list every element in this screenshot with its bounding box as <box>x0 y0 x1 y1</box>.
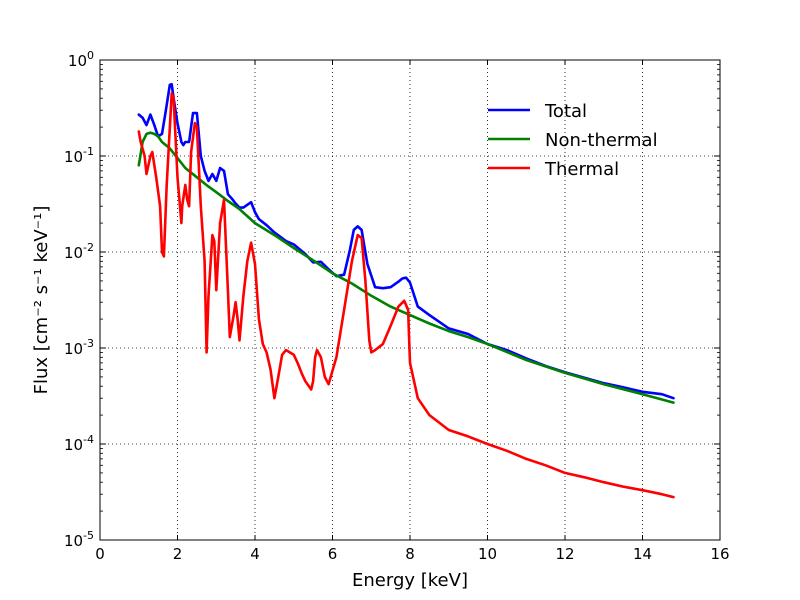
x-tick-label: 14 <box>633 545 652 563</box>
legend-label-non-thermal: Non-thermal <box>545 130 658 151</box>
x-tick-label: 16 <box>710 545 729 563</box>
x-tick-label: 4 <box>250 545 260 563</box>
series-line-thermal <box>137 92 675 499</box>
y-tick-label: 10-4 <box>64 433 94 454</box>
x-axis-title: Energy [keV] <box>352 570 468 591</box>
x-tick-label: 10 <box>478 545 497 563</box>
y-axis-title: Flux [cm⁻² s⁻¹ keV⁻¹] <box>31 206 52 395</box>
y-tick-label: 10-1 <box>64 145 94 166</box>
series-line-total <box>137 82 675 400</box>
x-tick-label: 8 <box>405 545 415 563</box>
series-group <box>137 82 675 499</box>
y-tick-label: 10-2 <box>64 241 94 262</box>
ticks <box>99 59 721 541</box>
grid <box>100 60 720 540</box>
y-tick-label: 10-5 <box>64 529 94 550</box>
x-tick-label: 0 <box>95 545 105 563</box>
x-tick-label: 12 <box>555 545 574 563</box>
x-tick-label: 2 <box>173 545 183 563</box>
legend-label-total: Total <box>544 101 587 122</box>
legend: Total Non-thermal Thermal <box>488 101 658 180</box>
y-tick-labels: 100 10-1 10-2 10-3 10-4 10-5 <box>64 49 94 550</box>
legend-label-thermal: Thermal <box>544 159 619 180</box>
x-tick-label: 6 <box>328 545 338 563</box>
x-tick-labels: 0 2 4 6 8 10 12 14 16 <box>95 545 729 563</box>
y-tick-label: 10-3 <box>64 337 94 358</box>
series-line-non-thermal <box>137 131 675 404</box>
y-tick-label: 100 <box>68 49 94 70</box>
